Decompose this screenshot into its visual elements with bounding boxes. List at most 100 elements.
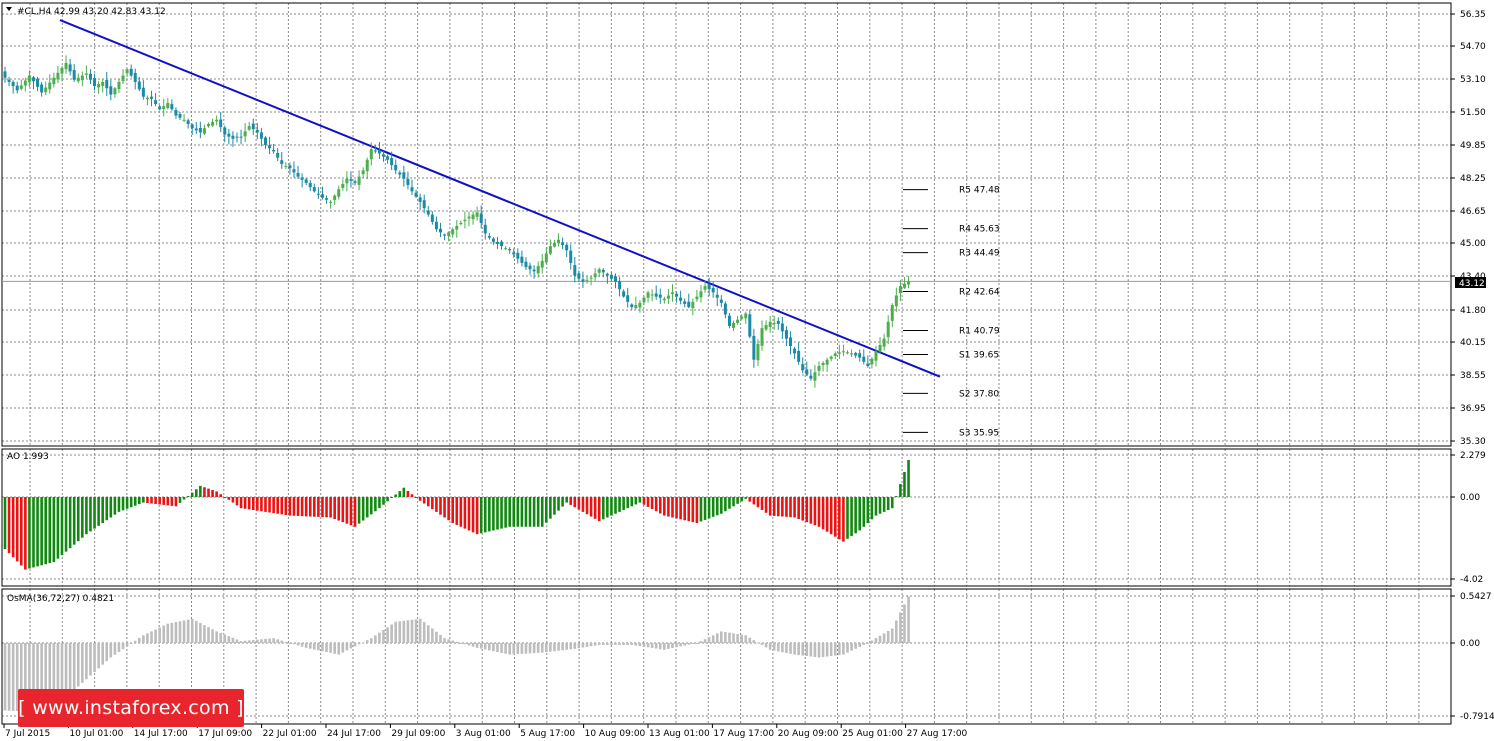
candle-body xyxy=(548,246,552,254)
candle-body xyxy=(557,239,561,244)
ao-bar xyxy=(899,484,902,497)
osma-bar xyxy=(850,643,853,651)
ao-tick-label: 2.279 xyxy=(1460,451,1486,461)
candle-body xyxy=(15,85,19,91)
ao-bar xyxy=(439,497,442,515)
osma-bar xyxy=(11,643,15,711)
candle-body xyxy=(430,214,434,222)
candle-body xyxy=(239,136,243,138)
osma-bar xyxy=(422,622,426,643)
candle-body xyxy=(280,160,284,164)
osma-bar xyxy=(878,635,882,643)
logo-text: [ www.instaforex.com ] xyxy=(18,697,244,719)
ao-bar xyxy=(532,497,536,527)
candle-body xyxy=(443,234,447,236)
ao-bar xyxy=(264,497,267,512)
y-tick-label: 46.65 xyxy=(1460,207,1486,217)
candle-body xyxy=(349,179,353,181)
ao-bar xyxy=(903,471,906,497)
osma-bar xyxy=(671,643,674,649)
candle-body xyxy=(723,303,727,315)
ao-bar xyxy=(703,497,707,520)
ao-bar xyxy=(113,497,117,515)
ao-tick-label: -4.02 xyxy=(1460,575,1483,585)
ao-bar xyxy=(809,497,813,524)
ao-bar xyxy=(272,497,275,514)
instaforex-logo[interactable]: [ www.instaforex.com ] xyxy=(18,689,244,727)
ao-bar xyxy=(756,497,760,508)
ao-bar xyxy=(479,497,483,534)
osma-bar xyxy=(764,643,768,648)
osma-bar xyxy=(768,643,772,650)
candle-body xyxy=(504,248,508,250)
candle-body xyxy=(609,274,613,279)
ao-bar xyxy=(895,496,898,498)
ao-bar xyxy=(813,497,817,526)
ao-bar xyxy=(496,497,499,530)
candle-body xyxy=(145,97,149,100)
current-price-tag xyxy=(1455,277,1486,288)
ao-bar xyxy=(117,497,121,512)
candle-body xyxy=(581,279,585,282)
ao-bar xyxy=(740,497,743,502)
osma-bar xyxy=(711,635,715,643)
candle-body xyxy=(137,81,141,90)
ao-bar xyxy=(573,497,577,508)
osma-bar xyxy=(333,643,336,654)
candle-body xyxy=(263,137,267,146)
ao-bar xyxy=(353,497,357,527)
ao-bar xyxy=(333,497,336,520)
candle-body xyxy=(325,198,329,200)
candle-body xyxy=(44,87,48,93)
ao-bar xyxy=(475,497,479,535)
osma-bar xyxy=(97,643,100,669)
osma-bar xyxy=(862,643,866,645)
ao-bar xyxy=(736,497,739,504)
candle-body xyxy=(365,159,369,172)
osma-bar xyxy=(650,643,654,648)
osma-bar xyxy=(707,637,711,643)
candle-body xyxy=(463,219,467,222)
candle-body xyxy=(475,212,479,217)
candle-body xyxy=(312,187,316,192)
osma-bar xyxy=(813,643,817,657)
candle-body xyxy=(882,338,886,347)
ao-bar xyxy=(455,497,459,525)
osma-bar xyxy=(431,628,434,643)
candle-body xyxy=(308,183,312,188)
candle-body xyxy=(320,194,324,198)
ao-bar xyxy=(76,497,80,542)
x-tick-label: 10 Aug 09:00 xyxy=(585,729,646,739)
osma-bar xyxy=(89,643,92,676)
candle-body xyxy=(614,276,617,282)
ao-bar xyxy=(370,497,373,515)
ao-bar xyxy=(36,497,39,567)
osma-bar xyxy=(341,643,345,653)
candle-body xyxy=(109,86,113,95)
dropdown-triangle-icon[interactable] xyxy=(6,7,12,11)
candle-body xyxy=(850,353,854,355)
candle-body xyxy=(780,323,784,332)
candle-body xyxy=(377,150,381,154)
ao-bar xyxy=(251,497,255,511)
osma-bar xyxy=(178,621,182,643)
ao-bar xyxy=(219,494,223,497)
x-tick-label: 3 Aug 01:00 xyxy=(456,729,511,739)
ao-bar xyxy=(321,497,324,518)
osma-bar xyxy=(378,632,381,643)
ao-bar xyxy=(626,497,630,509)
ao-bar xyxy=(618,497,621,512)
candle-body xyxy=(544,253,548,263)
osma-bar xyxy=(280,640,284,643)
y-tick-label: 38.55 xyxy=(1460,371,1486,381)
candle-body xyxy=(390,158,394,166)
ao-bar xyxy=(52,497,56,563)
osma-label: OsMA(36,72,27) 0.4821 xyxy=(7,594,114,604)
ao-histogram xyxy=(3,459,910,570)
osma-bar xyxy=(500,643,503,653)
candle-body xyxy=(512,252,516,255)
ao-bar xyxy=(833,497,837,537)
candle-body xyxy=(597,269,601,273)
candle-body xyxy=(658,294,662,298)
ao-bar xyxy=(829,497,833,535)
